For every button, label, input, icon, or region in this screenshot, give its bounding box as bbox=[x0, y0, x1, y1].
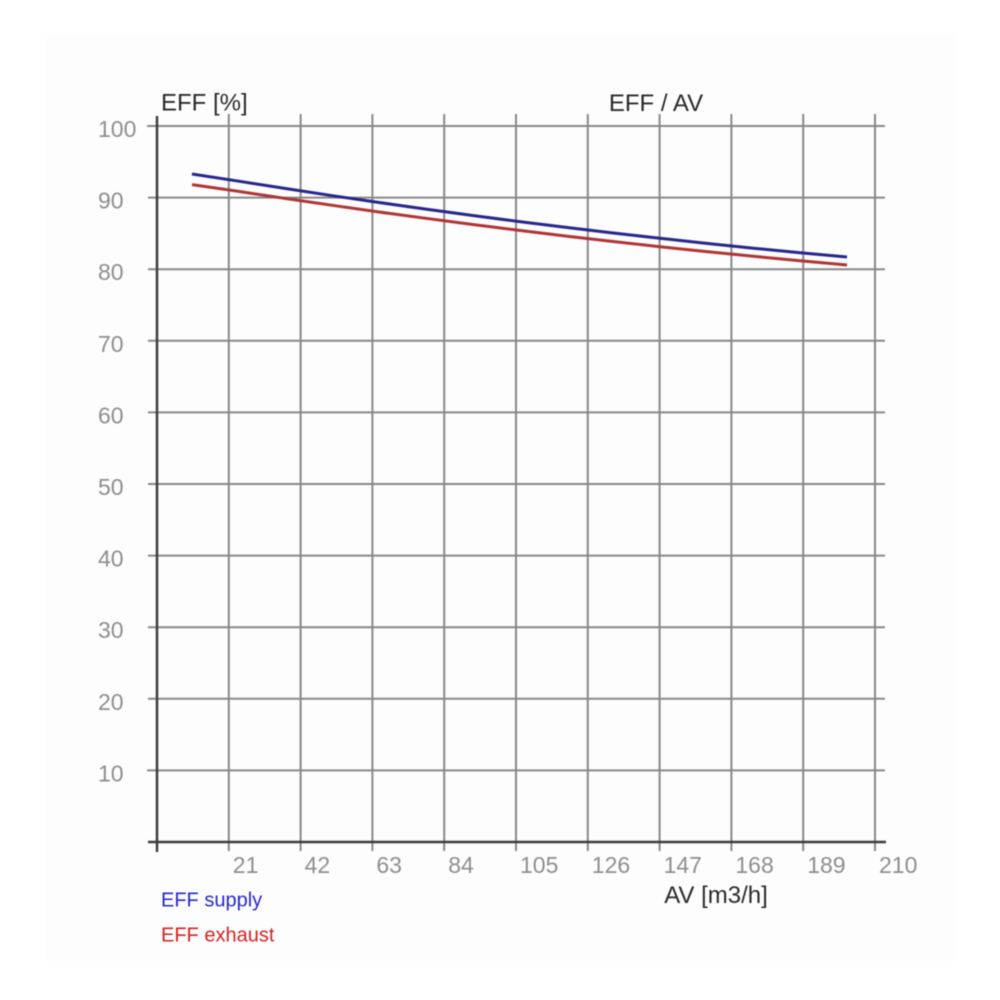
svg-text:10: 10 bbox=[98, 760, 124, 786]
svg-text:126: 126 bbox=[592, 852, 630, 878]
svg-text:40: 40 bbox=[98, 545, 124, 571]
svg-text:100: 100 bbox=[98, 116, 136, 142]
svg-text:60: 60 bbox=[98, 402, 124, 428]
svg-text:EFF [%]: EFF [%] bbox=[161, 90, 248, 117]
svg-text:90: 90 bbox=[98, 188, 124, 214]
svg-text:80: 80 bbox=[98, 259, 124, 285]
svg-text:50: 50 bbox=[98, 474, 124, 500]
svg-text:168: 168 bbox=[735, 852, 773, 878]
svg-text:189: 189 bbox=[807, 852, 845, 878]
svg-text:21: 21 bbox=[233, 852, 259, 878]
svg-text:EFF / AV: EFF / AV bbox=[609, 90, 703, 117]
svg-text:EFF exhaust: EFF exhaust bbox=[161, 925, 275, 947]
svg-text:210: 210 bbox=[879, 852, 917, 878]
svg-text:AV [m3/h]: AV [m3/h] bbox=[664, 882, 768, 909]
svg-text:EFF supply: EFF supply bbox=[161, 890, 262, 912]
svg-text:84: 84 bbox=[448, 852, 474, 878]
svg-text:147: 147 bbox=[664, 852, 702, 878]
svg-text:105: 105 bbox=[520, 852, 558, 878]
svg-text:63: 63 bbox=[376, 852, 402, 878]
svg-text:20: 20 bbox=[98, 689, 124, 715]
svg-text:30: 30 bbox=[98, 617, 124, 643]
svg-text:70: 70 bbox=[98, 331, 124, 357]
svg-text:42: 42 bbox=[305, 852, 331, 878]
